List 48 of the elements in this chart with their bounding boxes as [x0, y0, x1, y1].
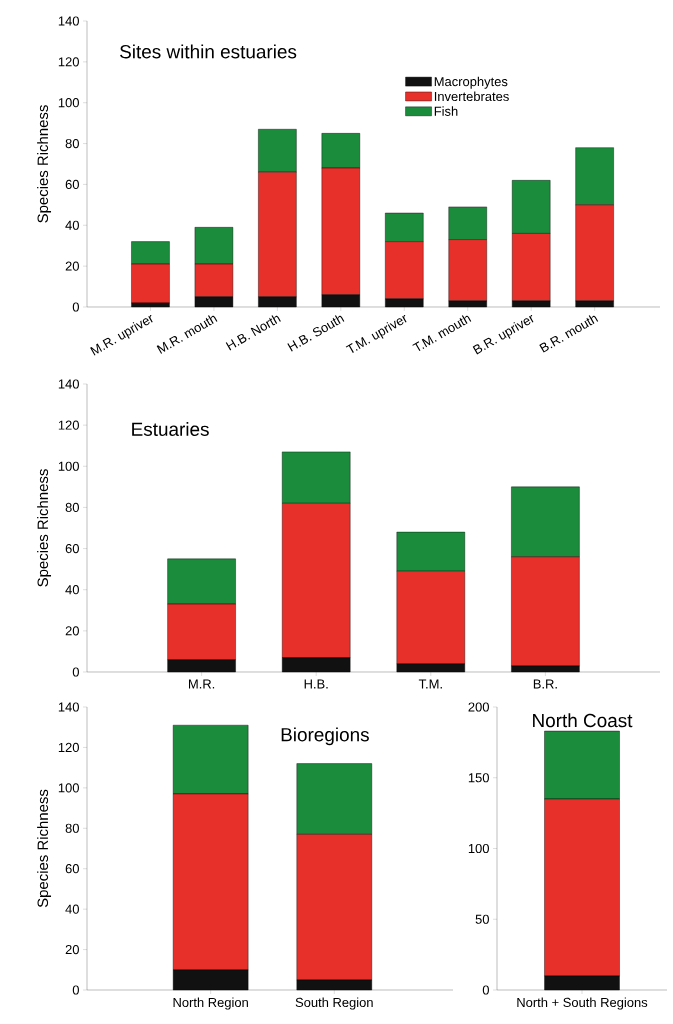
y-tick-label: 0 — [482, 985, 489, 995]
y-tick-label: 120 — [58, 420, 79, 430]
y-tick-label: 80 — [65, 823, 79, 833]
x-tick-label: H.B. North — [225, 315, 281, 351]
legend-label: Macrophytes — [434, 76, 508, 89]
y-tick-label: 150 — [468, 773, 489, 783]
x-tick-label: M.R. — [188, 679, 215, 689]
x-tick-label: North Region — [173, 997, 248, 1010]
y-tick-label: 0 — [72, 667, 79, 677]
x-tick-label: B.R. — [533, 679, 557, 689]
y-tick-label: 0 — [72, 302, 79, 312]
x-tick-label: H.B. — [304, 679, 328, 689]
y-tick-label: 100 — [58, 461, 79, 471]
y-tick-label: 20 — [65, 944, 79, 955]
y-tick-label: 200 — [468, 702, 489, 712]
y-axis-title: Species Richness — [37, 105, 52, 223]
text: Sites within estuaries — [120, 44, 297, 59]
y-tick-label: 20 — [65, 261, 79, 271]
y-tick-label: 80 — [65, 138, 79, 149]
y-tick-label: 60 — [65, 179, 79, 189]
y-tick-label: 50 — [475, 914, 489, 924]
y-axis-title: Species Richness — [37, 469, 52, 587]
y-tick-label: 120 — [58, 57, 79, 67]
y-tick-label: 140 — [58, 379, 79, 389]
y-tick-label: 120 — [58, 742, 79, 753]
legend-label: Fish — [434, 106, 458, 116]
chart-title: North Coast — [533, 713, 633, 728]
text: Estuaries — [132, 422, 209, 436]
y-tick-label: 20 — [65, 626, 79, 636]
x-tick-label: North + South Regions — [517, 997, 648, 1010]
y-tick-label: 100 — [468, 843, 489, 854]
y-tick-label: 40 — [65, 585, 79, 595]
y-tick-label: 80 — [65, 502, 79, 513]
x-tick-label: H.B. South — [287, 315, 345, 352]
y-tick-label: 60 — [65, 864, 79, 874]
text: Bioregions — [281, 727, 369, 746]
x-tick-label: T.M. — [418, 679, 442, 689]
y-tick-label: 0 — [72, 985, 79, 995]
y-tick-label: 100 — [58, 783, 79, 793]
y-axis-title: Species Richness — [37, 789, 52, 908]
legend-label: Invertebrates — [434, 91, 509, 102]
x-tick-label: South Region — [295, 997, 373, 1010]
y-tick-label: 100 — [58, 98, 79, 108]
y-tick-label: 60 — [65, 543, 79, 554]
y-tick-label: 40 — [65, 904, 79, 914]
y-tick-label: 140 — [58, 16, 79, 26]
y-tick-label: 40 — [65, 220, 79, 230]
y-tick-label: 140 — [58, 702, 79, 712]
